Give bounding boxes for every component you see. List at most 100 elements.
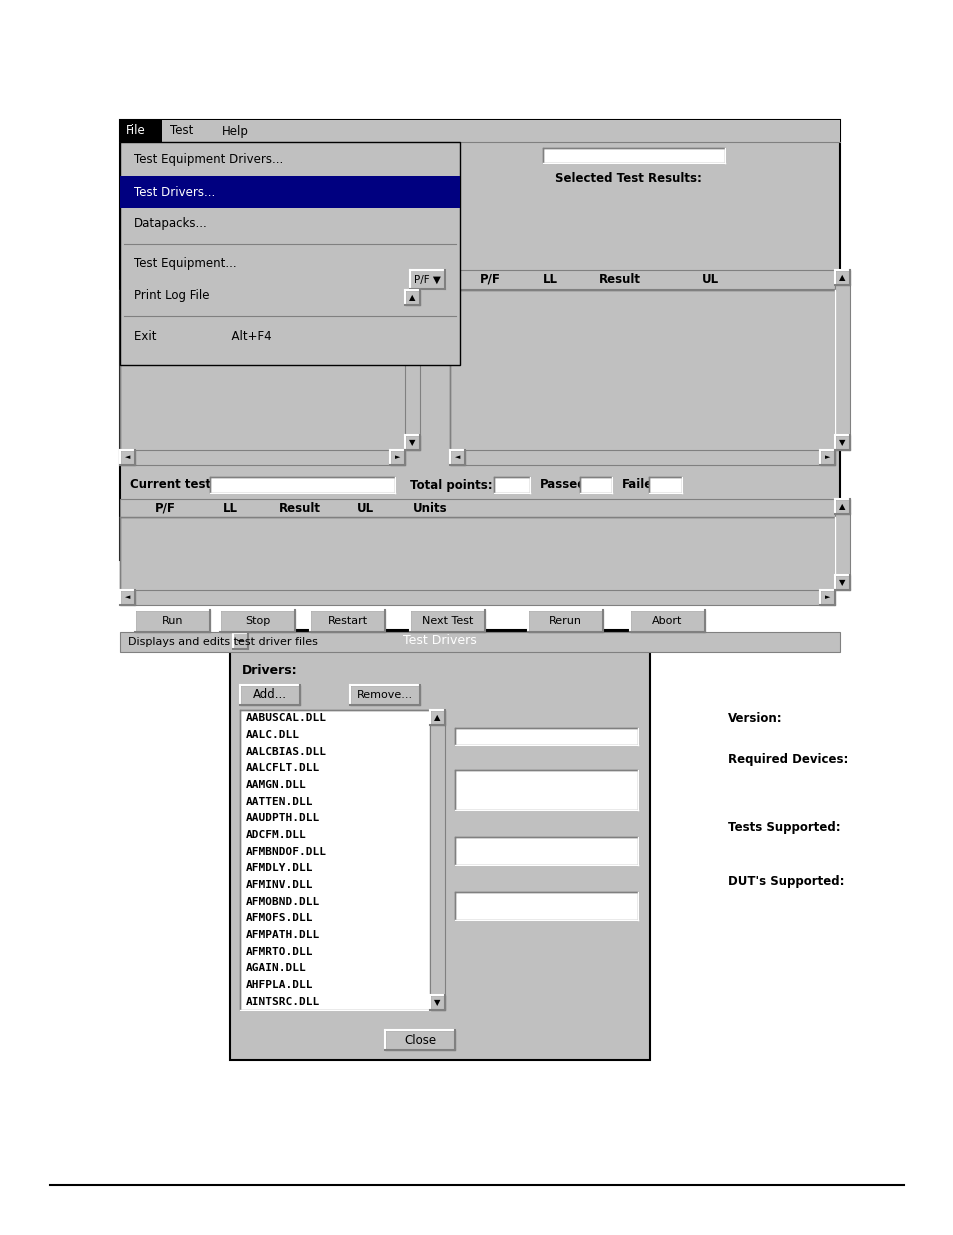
Text: −: − bbox=[236, 636, 244, 646]
Bar bbox=[230, 630, 649, 652]
Text: Test: Test bbox=[170, 125, 193, 137]
Text: Drivers:: Drivers: bbox=[242, 663, 297, 677]
Text: Abort: Abort bbox=[652, 616, 682, 626]
Bar bbox=[455, 892, 638, 920]
Bar bbox=[120, 142, 459, 366]
Text: File: File bbox=[126, 125, 146, 137]
Text: Print Log File: Print Log File bbox=[133, 289, 210, 303]
Text: DUT's Supported:: DUT's Supported: bbox=[727, 876, 843, 888]
Text: AHFPLA.DLL: AHFPLA.DLL bbox=[246, 981, 314, 990]
Text: AAMGN.DLL: AAMGN.DLL bbox=[246, 781, 307, 790]
Text: Current test:: Current test: bbox=[130, 478, 215, 492]
Bar bbox=[120, 517, 834, 590]
Bar bbox=[834, 270, 849, 285]
Text: Result: Result bbox=[598, 273, 640, 287]
Text: Total points:: Total points: bbox=[410, 478, 492, 492]
Text: ►: ► bbox=[395, 454, 399, 461]
Bar bbox=[629, 610, 704, 632]
Bar bbox=[405, 435, 419, 450]
Bar bbox=[120, 120, 840, 559]
Text: AFMRTO.DLL: AFMRTO.DLL bbox=[246, 947, 314, 957]
Text: Rerun: Rerun bbox=[548, 616, 581, 626]
Bar bbox=[120, 450, 405, 466]
Text: Exit                    Alt+F4: Exit Alt+F4 bbox=[133, 330, 272, 342]
Text: Serial #:: Serial #: bbox=[542, 152, 599, 164]
Bar bbox=[430, 710, 444, 725]
Text: AFMDLY.DLL: AFMDLY.DLL bbox=[246, 863, 314, 873]
Text: ◄: ◄ bbox=[125, 594, 130, 600]
Text: AFMINV.DLL: AFMINV.DLL bbox=[246, 881, 314, 890]
Bar bbox=[120, 632, 840, 652]
Text: ▲: ▲ bbox=[839, 501, 845, 511]
Bar bbox=[455, 727, 638, 745]
Text: AGAIN.DLL: AGAIN.DLL bbox=[246, 963, 307, 973]
Bar bbox=[120, 450, 135, 466]
Text: Result: Result bbox=[278, 501, 320, 515]
Text: Test Drivers...: Test Drivers... bbox=[133, 185, 215, 199]
Text: UL: UL bbox=[356, 501, 374, 515]
Bar bbox=[494, 477, 530, 493]
Text: Required Devices:: Required Devices: bbox=[727, 753, 847, 767]
Text: P/F ▼: P/F ▼ bbox=[414, 274, 440, 284]
Text: Selected Test Results:: Selected Test Results: bbox=[555, 172, 701, 184]
Text: ◄: ◄ bbox=[125, 454, 130, 461]
Bar bbox=[527, 610, 602, 632]
Text: Add...: Add... bbox=[253, 688, 287, 701]
Bar bbox=[450, 270, 834, 289]
Text: Passed:: Passed: bbox=[539, 478, 591, 492]
Text: AFMOBND.DLL: AFMOBND.DLL bbox=[246, 897, 320, 906]
Bar bbox=[390, 450, 405, 466]
Text: P/F: P/F bbox=[154, 501, 175, 515]
Bar bbox=[135, 610, 210, 632]
Text: AINTSRC.DLL: AINTSRC.DLL bbox=[246, 997, 320, 1007]
Bar bbox=[455, 769, 638, 810]
Bar bbox=[220, 610, 294, 632]
Text: AFMPATH.DLL: AFMPATH.DLL bbox=[246, 930, 320, 940]
Text: AAUDPTH.DLL: AAUDPTH.DLL bbox=[246, 814, 320, 824]
Bar bbox=[455, 837, 638, 864]
Text: AALCBIAS.DLL: AALCBIAS.DLL bbox=[246, 747, 327, 757]
Text: ▼: ▼ bbox=[434, 998, 440, 1007]
Bar bbox=[120, 177, 459, 207]
Text: AFMOFS.DLL: AFMOFS.DLL bbox=[246, 914, 314, 924]
Text: Next Test: Next Test bbox=[421, 616, 473, 626]
Bar bbox=[579, 477, 612, 493]
Text: ADCFM.DLL: ADCFM.DLL bbox=[246, 830, 307, 840]
Text: Displays and edits test driver files: Displays and edits test driver files bbox=[128, 637, 317, 647]
Bar bbox=[405, 290, 419, 450]
Text: Close: Close bbox=[403, 1034, 436, 1046]
Text: Version:: Version: bbox=[727, 711, 781, 725]
Text: Test Equipment Drivers...: Test Equipment Drivers... bbox=[133, 153, 283, 167]
Text: AATTEN.DLL: AATTEN.DLL bbox=[246, 797, 314, 806]
Text: AFMBNDOF.DLL: AFMBNDOF.DLL bbox=[246, 847, 327, 857]
Bar bbox=[120, 590, 135, 605]
Bar bbox=[834, 499, 849, 590]
Bar bbox=[820, 450, 834, 466]
Text: Units: Units bbox=[413, 501, 447, 515]
Bar bbox=[385, 1030, 455, 1050]
Text: ▼: ▼ bbox=[409, 438, 416, 447]
Text: AALC.DLL: AALC.DLL bbox=[246, 730, 299, 740]
Bar bbox=[450, 290, 834, 450]
Bar bbox=[834, 270, 849, 450]
Text: Stop: Stop bbox=[245, 616, 270, 626]
Text: ▲: ▲ bbox=[434, 713, 440, 722]
Bar bbox=[430, 710, 444, 1010]
Text: ►: ► bbox=[824, 594, 829, 600]
Bar bbox=[210, 477, 395, 493]
Bar bbox=[410, 610, 484, 632]
Text: ▼: ▼ bbox=[839, 578, 845, 587]
Bar bbox=[542, 148, 724, 163]
Bar bbox=[120, 120, 840, 142]
Bar bbox=[350, 685, 419, 705]
Text: Restart: Restart bbox=[327, 616, 367, 626]
Bar bbox=[120, 290, 405, 450]
Text: LL: LL bbox=[542, 273, 557, 287]
Text: Tests Supported:: Tests Supported: bbox=[727, 820, 840, 834]
Text: Run: Run bbox=[162, 616, 183, 626]
Text: AALCFLT.DLL: AALCFLT.DLL bbox=[246, 763, 320, 773]
Text: Datapacks...: Datapacks... bbox=[133, 217, 208, 231]
Bar bbox=[120, 499, 834, 517]
Text: Help: Help bbox=[222, 125, 249, 137]
Bar bbox=[834, 435, 849, 450]
